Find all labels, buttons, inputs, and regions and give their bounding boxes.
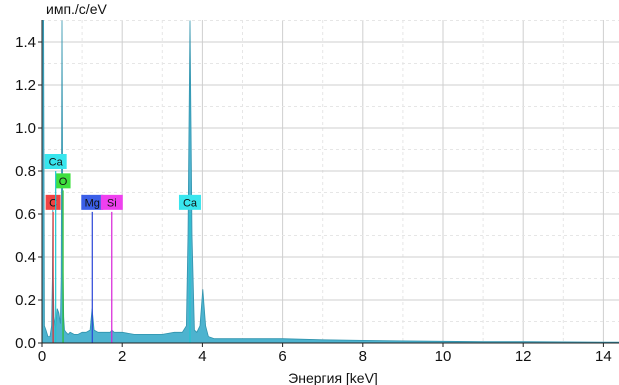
plot-background: [42, 20, 619, 343]
y-axis-label: имп./c/eV: [46, 1, 107, 17]
element-marker-o: O: [55, 173, 71, 343]
marker-label-box: [45, 194, 61, 210]
marker-label-box: [44, 154, 67, 169]
x-tick-label: 10: [435, 348, 452, 365]
marker-label-box: [55, 173, 71, 189]
marker-label: Mg: [85, 197, 100, 209]
x-axis-label: Энергия [keV]: [288, 370, 378, 385]
marker-label-box: [81, 194, 104, 210]
element-marker-si: Si: [100, 194, 123, 343]
spectrum-fill: [41, 20, 619, 344]
y-tick-label: 0.4: [15, 249, 36, 266]
y-tick-label: 0.0: [15, 335, 36, 352]
marker-label: Ca: [49, 157, 64, 169]
x-tick-label: 2: [118, 348, 126, 365]
marker-label: Si: [107, 197, 117, 209]
marker-label-box: [100, 194, 123, 210]
element-marker-ca: Ca: [44, 154, 67, 343]
y-tick-label: 0.6: [15, 206, 36, 223]
tick-labels: 0 2 4 6 8 10 12 14 0.0 0.2 0.4 0.6 0.8 1.0 1.2 1.4: [15, 34, 612, 365]
marker-label: Ca: [183, 197, 198, 209]
element-marker-mg: Mg: [81, 194, 104, 343]
y-tick-label: 0.2: [15, 292, 36, 309]
x-tick-label: 12: [515, 348, 532, 365]
y-tick-label: 0.8: [15, 163, 36, 180]
element-marker-c: C: [45, 194, 61, 343]
element-markers: CO Ca Mg Si Ca: [44, 154, 201, 343]
marker-label: O: [59, 176, 68, 188]
marker-label: C: [49, 197, 57, 209]
y-tick-label: 1.4: [15, 34, 36, 51]
y-tick-label: 1.0: [15, 120, 36, 137]
spectrum-area: [41, 20, 619, 344]
x-tick-label: 6: [278, 348, 286, 365]
x-tick-label: 0: [38, 348, 46, 365]
x-tick-label: 8: [359, 348, 367, 365]
x-tick-label: 14: [595, 348, 612, 365]
gridlines: [41, 20, 619, 343]
element-marker-ca: Ca: [178, 194, 201, 343]
y-tick-label: 1.2: [15, 77, 36, 94]
x-tick-label: 4: [198, 348, 206, 365]
marker-label-box: [178, 194, 201, 210]
